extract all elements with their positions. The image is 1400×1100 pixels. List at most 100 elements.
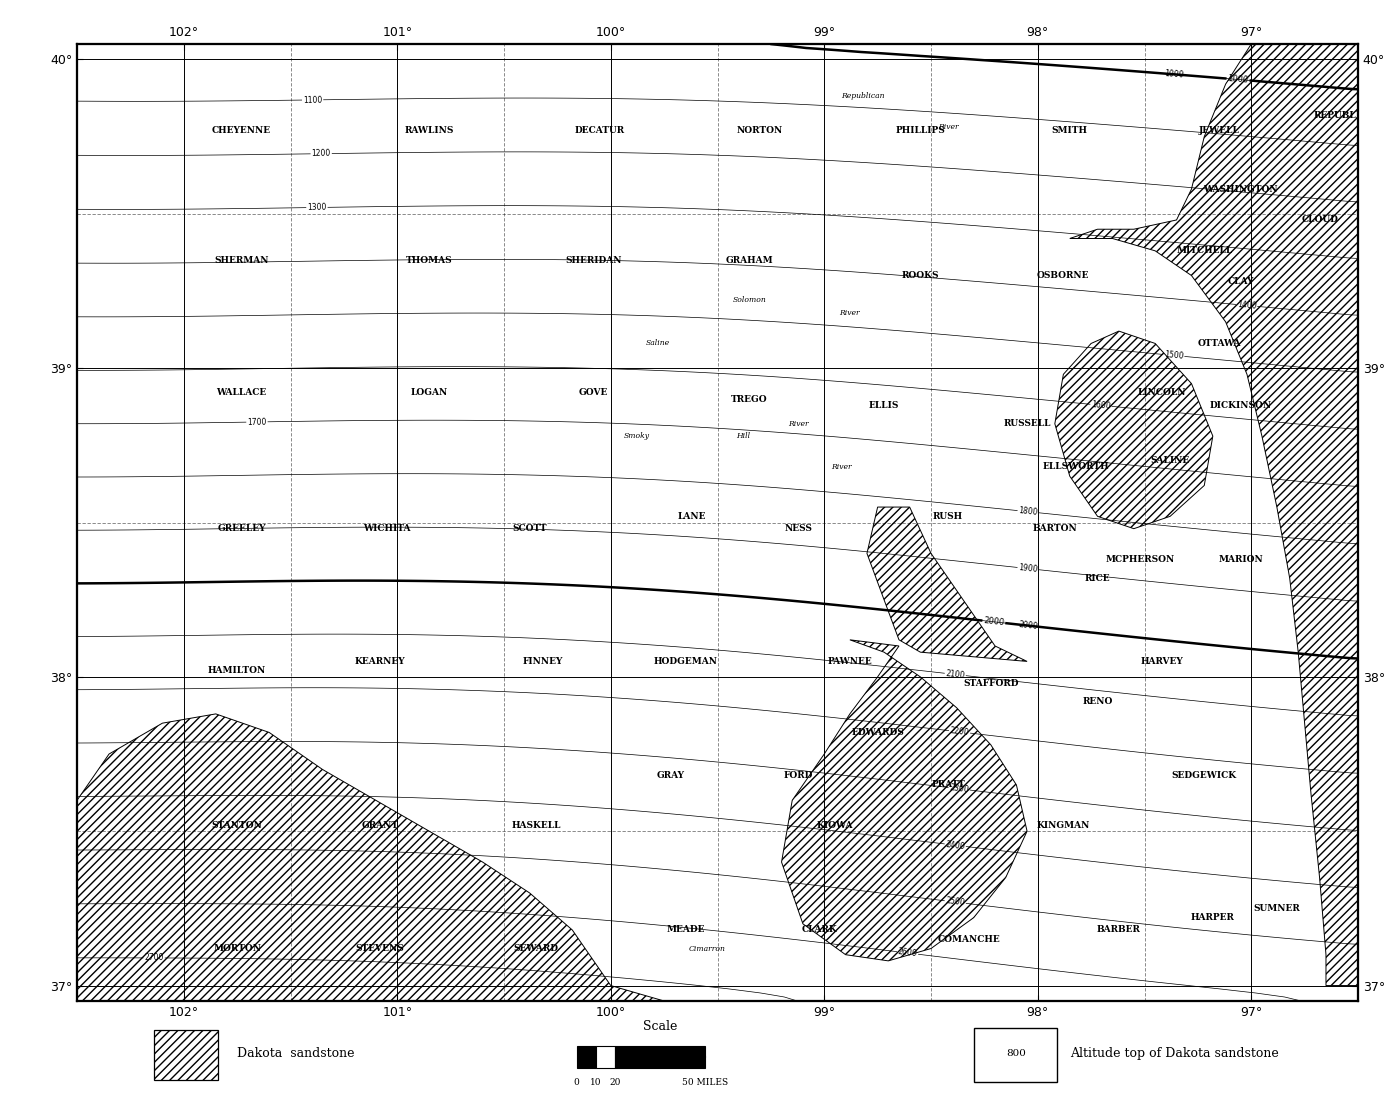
- Text: BARBER: BARBER: [1098, 925, 1141, 935]
- Text: KEARNEY: KEARNEY: [354, 657, 406, 665]
- Text: NORTON: NORTON: [736, 125, 784, 135]
- Text: TREGO: TREGO: [731, 395, 767, 404]
- Text: SCOTT: SCOTT: [512, 525, 547, 533]
- Text: CLARK: CLARK: [802, 925, 837, 935]
- Text: MCPHERSON: MCPHERSON: [1106, 556, 1175, 564]
- Text: CLAY: CLAY: [1228, 277, 1254, 286]
- Text: 1900: 1900: [1018, 563, 1039, 574]
- Text: KIOWA: KIOWA: [816, 821, 853, 829]
- Text: 2600: 2600: [897, 947, 917, 958]
- Bar: [154, 1031, 218, 1080]
- Text: COMANCHE: COMANCHE: [938, 935, 1001, 944]
- Text: Altitude top of Dakota sandstone: Altitude top of Dakota sandstone: [1070, 1047, 1278, 1059]
- Text: GRANT: GRANT: [361, 821, 399, 829]
- Text: GREELEY: GREELEY: [217, 525, 266, 533]
- Text: SHERMAN: SHERMAN: [214, 255, 269, 265]
- Text: OTTAWA: OTTAWA: [1197, 339, 1240, 348]
- Text: MORTON: MORTON: [213, 944, 262, 953]
- Text: RENO: RENO: [1082, 697, 1113, 706]
- Text: 2500: 2500: [945, 896, 966, 907]
- Text: FINNEY: FINNEY: [522, 657, 563, 665]
- Text: PHILLIPS: PHILLIPS: [896, 125, 945, 135]
- Text: THOMAS: THOMAS: [406, 255, 452, 265]
- Text: REPUBLIC: REPUBLIC: [1313, 110, 1368, 120]
- Text: 1100: 1100: [302, 96, 322, 104]
- Text: STEVENS: STEVENS: [356, 944, 405, 953]
- Text: River: River: [840, 309, 860, 317]
- Text: WICHITA: WICHITA: [363, 525, 410, 533]
- Text: BARTON: BARTON: [1032, 525, 1077, 533]
- Text: EDWARDS: EDWARDS: [851, 728, 904, 737]
- Text: 1000: 1000: [1228, 74, 1249, 85]
- Text: ELLIS: ELLIS: [869, 400, 899, 409]
- Text: STAFFORD: STAFFORD: [963, 679, 1019, 688]
- Text: Scale: Scale: [643, 1020, 678, 1033]
- Text: HODGEMAN: HODGEMAN: [654, 657, 717, 665]
- Text: MITCHELL: MITCHELL: [1176, 246, 1232, 255]
- Text: 2300: 2300: [949, 783, 969, 794]
- Text: Smoky: Smoky: [623, 432, 650, 440]
- Bar: [577, 1046, 596, 1067]
- Text: 2700: 2700: [144, 954, 164, 962]
- Text: 2100: 2100: [945, 669, 966, 680]
- Text: LANE: LANE: [678, 512, 706, 520]
- Text: MEADE: MEADE: [666, 925, 704, 935]
- Text: River: River: [832, 463, 851, 471]
- Text: PAWNEE: PAWNEE: [827, 657, 872, 665]
- Text: WALLACE: WALLACE: [216, 388, 266, 397]
- Text: STANTON: STANTON: [211, 821, 263, 829]
- Text: CLOUD: CLOUD: [1301, 216, 1338, 224]
- Text: KINGMAN: KINGMAN: [1036, 821, 1091, 829]
- Text: ELLSWORTH: ELLSWORTH: [1043, 462, 1109, 472]
- Text: Dakota  sandstone: Dakota sandstone: [237, 1047, 354, 1059]
- Text: HARPER: HARPER: [1191, 913, 1235, 922]
- Text: ROOKS: ROOKS: [902, 271, 939, 281]
- Text: 1000: 1000: [1163, 69, 1184, 79]
- Text: GOVE: GOVE: [580, 388, 609, 397]
- Text: Hill: Hill: [736, 432, 750, 440]
- Text: SHERIDAN: SHERIDAN: [566, 255, 622, 265]
- Text: RUSSELL: RUSSELL: [1004, 419, 1051, 428]
- Text: 20: 20: [609, 1078, 620, 1087]
- Text: 1600: 1600: [1091, 400, 1112, 410]
- Text: RAWLINS: RAWLINS: [405, 125, 454, 135]
- Text: 1200: 1200: [312, 150, 330, 158]
- Text: DICKINSON: DICKINSON: [1210, 400, 1271, 409]
- Text: DECATUR: DECATUR: [575, 125, 626, 135]
- Text: RICE: RICE: [1085, 573, 1110, 583]
- Text: OSBORNE: OSBORNE: [1037, 271, 1089, 281]
- Bar: [596, 1046, 615, 1067]
- Text: LINCOLN: LINCOLN: [1137, 388, 1186, 397]
- Bar: [615, 1046, 659, 1067]
- Text: SEWARD: SEWARD: [514, 944, 559, 953]
- Text: HASKELL: HASKELL: [511, 821, 561, 829]
- Text: PRATT: PRATT: [931, 780, 965, 790]
- Text: River: River: [938, 123, 959, 131]
- Text: NESS: NESS: [784, 525, 812, 533]
- Bar: [659, 1046, 704, 1067]
- Text: HAMILTON: HAMILTON: [209, 667, 266, 675]
- Text: 2400: 2400: [945, 839, 966, 850]
- Text: WASHINGTON: WASHINGTON: [1203, 185, 1278, 194]
- Text: Republican: Republican: [841, 92, 885, 100]
- Text: GRAHAM: GRAHAM: [725, 255, 773, 265]
- Text: 10: 10: [589, 1078, 602, 1087]
- Text: SEDGEWICK: SEDGEWICK: [1172, 771, 1236, 780]
- Text: MARION: MARION: [1218, 556, 1263, 564]
- Text: SALINE: SALINE: [1151, 456, 1190, 465]
- Text: 1700: 1700: [248, 417, 266, 427]
- Text: 1800: 1800: [1018, 506, 1039, 517]
- Text: 0: 0: [574, 1078, 580, 1087]
- Text: 1500: 1500: [1163, 350, 1184, 361]
- Text: 1400: 1400: [1236, 300, 1257, 311]
- Text: 1300: 1300: [307, 202, 326, 212]
- Text: 50 MILES: 50 MILES: [682, 1078, 728, 1087]
- Text: RUSH: RUSH: [932, 512, 963, 520]
- Text: SMITH: SMITH: [1051, 125, 1088, 135]
- Text: CHEYENNE: CHEYENNE: [211, 125, 272, 135]
- Text: 2000: 2000: [983, 616, 1005, 627]
- Text: HARVEY: HARVEY: [1140, 657, 1183, 665]
- Text: SUMNER: SUMNER: [1253, 904, 1301, 913]
- Text: 2200: 2200: [949, 726, 970, 737]
- Text: 800: 800: [1007, 1048, 1026, 1058]
